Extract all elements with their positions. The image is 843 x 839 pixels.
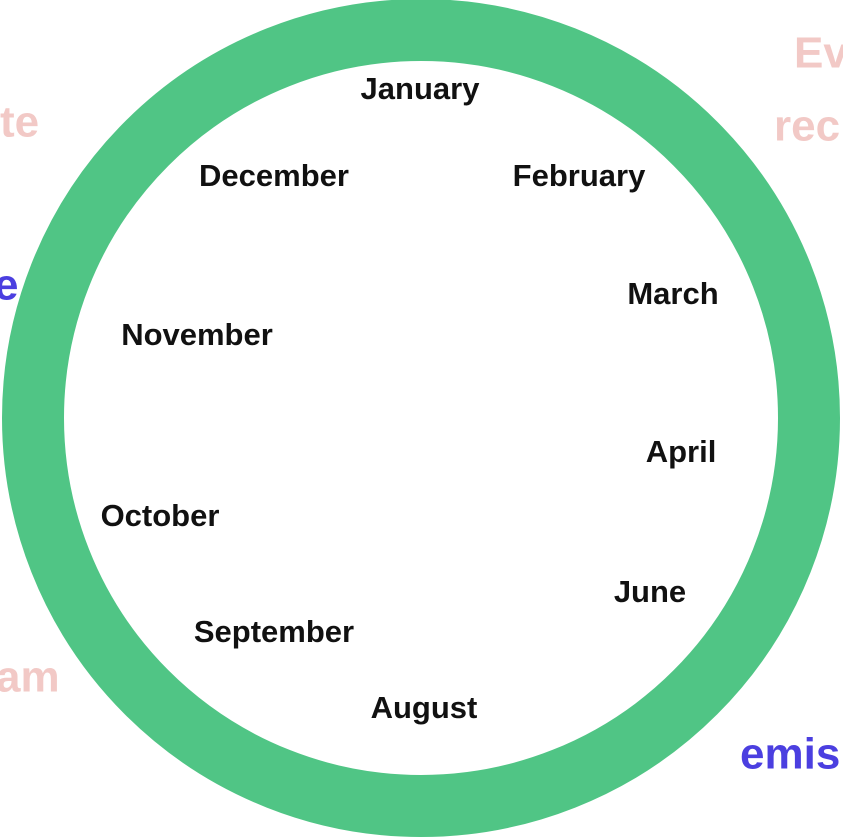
background-fragment: te: [0, 98, 39, 147]
background-fragment: e: [0, 261, 18, 310]
month-label: November: [121, 317, 273, 352]
month-label: April: [646, 434, 717, 469]
background-fragment: rec: [774, 102, 840, 151]
month-label: December: [199, 158, 349, 193]
month-label: January: [361, 71, 481, 106]
month-label: October: [101, 498, 220, 533]
month-label: March: [627, 276, 718, 311]
background-fragment: emis: [740, 730, 840, 779]
background-fragment: Ev: [794, 29, 843, 78]
month-label: August: [371, 690, 478, 725]
month-label: February: [513, 158, 646, 193]
month-label: June: [614, 574, 686, 609]
month-label: September: [194, 614, 354, 649]
background-fragment: am: [0, 653, 60, 702]
